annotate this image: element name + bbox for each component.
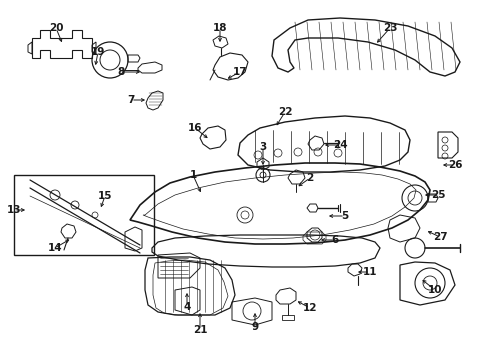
Text: 6: 6 (331, 235, 338, 245)
Text: 23: 23 (382, 23, 396, 33)
Text: 18: 18 (212, 23, 227, 33)
Text: 11: 11 (362, 267, 376, 277)
Text: 8: 8 (117, 67, 124, 77)
Text: 10: 10 (427, 285, 441, 295)
Text: 13: 13 (7, 205, 21, 215)
Text: 5: 5 (341, 211, 348, 221)
Text: 25: 25 (430, 190, 445, 200)
Text: 2: 2 (306, 173, 313, 183)
Text: 20: 20 (49, 23, 63, 33)
Text: 12: 12 (302, 303, 317, 313)
Text: 21: 21 (192, 325, 207, 335)
Text: 16: 16 (187, 123, 202, 133)
Text: 19: 19 (91, 47, 105, 57)
Text: 1: 1 (189, 170, 196, 180)
Text: 27: 27 (432, 232, 447, 242)
Text: 4: 4 (183, 302, 190, 312)
Text: 17: 17 (232, 67, 247, 77)
Text: 14: 14 (48, 243, 62, 253)
Text: 22: 22 (277, 107, 292, 117)
Text: 3: 3 (259, 142, 266, 152)
Text: 7: 7 (127, 95, 134, 105)
Text: 24: 24 (332, 140, 346, 150)
Text: 26: 26 (447, 160, 461, 170)
Text: 15: 15 (98, 191, 112, 201)
Text: 9: 9 (251, 322, 258, 332)
